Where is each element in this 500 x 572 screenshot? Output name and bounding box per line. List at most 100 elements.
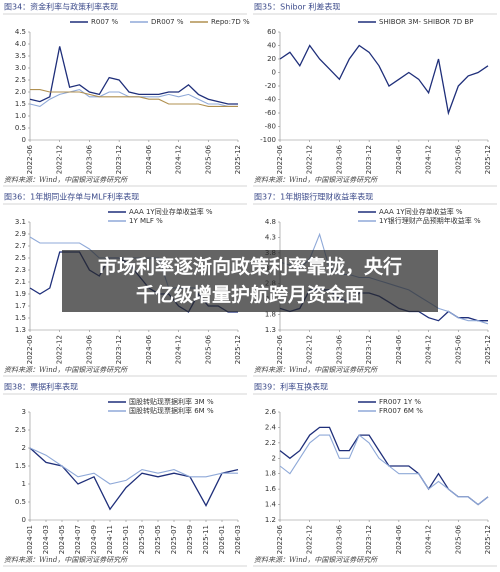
banner: 市场利率逐渐向政策利率靠拢，央行 千亿级增量护航跨月资金面	[62, 250, 438, 312]
y-tick-label: 4.0	[15, 40, 26, 48]
legend-label: Repo:7D %	[211, 18, 250, 26]
banner-line: 千亿级增量护航跨月资金面	[135, 284, 364, 306]
x-tick-label: 2024-06	[395, 334, 403, 364]
x-tick-label: 2024-06	[395, 144, 403, 174]
x-tick-label: 2025-01	[122, 525, 130, 554]
y-tick-label: 4.5	[15, 28, 26, 36]
y-tick-label: -20	[265, 82, 276, 90]
source: 资料来源：Wind，中国银河证券研究所	[4, 366, 128, 374]
y-tick-label: 0	[22, 136, 26, 144]
chart-title: 图38：票据利率表现	[4, 382, 78, 392]
y-tick-label: 2.5	[15, 426, 26, 434]
legend-label: 1Y MLF %	[129, 217, 163, 225]
x-tick-label: 2022-06	[276, 144, 284, 174]
x-tick-label: 2025-12	[234, 335, 242, 364]
x-tick-label: 2022-12	[306, 335, 314, 364]
series-line	[279, 434, 489, 506]
legend-label: R007 %	[91, 18, 118, 26]
x-tick-label: 2025-12	[234, 145, 242, 174]
x-tick-label: 2023-12	[115, 145, 123, 174]
series-line	[29, 46, 238, 105]
x-tick-label: 2023-12	[115, 335, 123, 364]
x-tick-label: 2022-12	[56, 335, 64, 364]
legend-label: DR007 %	[151, 18, 184, 26]
x-tick-label: 2022-12	[306, 145, 314, 174]
banner-line: 市场利率逐渐向政策利率靠拢，央行	[97, 256, 402, 278]
legend-label: 1Y银行理财产品预期年收益率 %	[379, 216, 481, 225]
x-tick-label: 2025-06	[454, 524, 462, 554]
y-tick-label: 1.5	[15, 462, 26, 470]
x-tick-label: 2025-11	[202, 525, 210, 554]
x-tick-label: 2023-06	[85, 334, 93, 364]
x-tick-label: 2026-03	[234, 525, 242, 554]
x-tick-label: 2024-01	[26, 525, 34, 554]
x-tick-label: 2024-06	[145, 144, 153, 174]
x-tick-label: 2024-12	[175, 145, 183, 174]
legend-label: AAA 1Y同业存单收益率 %	[379, 207, 463, 216]
x-tick-label: 2025-12	[484, 335, 492, 364]
x-tick-label: 2025-06	[204, 144, 212, 174]
x-tick-label: 2024-06	[145, 334, 153, 364]
x-tick-label: 2025-07	[170, 525, 178, 554]
x-tick-label: 2023-12	[365, 145, 373, 174]
x-tick-label: 2022-12	[306, 525, 314, 554]
y-tick-label: 1.5	[15, 314, 26, 322]
y-tick-label: -60	[265, 109, 276, 117]
y-tick-label: 2.4	[265, 423, 277, 431]
y-tick-label: 2.1	[15, 278, 26, 286]
legend-label: 国股转贴现票据利率 3M %	[129, 397, 214, 406]
x-tick-label: 2024-12	[425, 145, 433, 174]
x-tick-label: 2024-06	[395, 524, 403, 554]
y-tick-label: 3.1	[15, 218, 26, 226]
y-tick-label: 2.7	[15, 242, 26, 250]
x-tick-label: 2026-01	[218, 525, 226, 554]
y-tick-label: 2.3	[15, 266, 26, 274]
x-tick-label: 2025-12	[484, 145, 492, 174]
y-tick-label: 40	[267, 42, 276, 50]
x-tick-label: 2024-09	[90, 525, 98, 554]
source: 资料来源：Wind，中国银河证券研究所	[254, 556, 378, 564]
y-tick-label: 1.8	[265, 311, 276, 319]
y-tick-label: 2.6	[265, 408, 277, 416]
x-tick-label: 2022-06	[276, 524, 284, 554]
legend-label: 国股转贴现票据利率 6M %	[129, 406, 214, 415]
y-tick-label: 1.9	[15, 290, 26, 298]
x-tick-label: 2023-06	[335, 144, 343, 174]
x-tick-label: 2024-11	[106, 525, 114, 554]
series-line	[29, 447, 239, 511]
y-tick-label: 1.4	[265, 501, 277, 509]
y-tick-label: 60	[267, 28, 276, 36]
x-tick-label: 2022-06	[276, 334, 284, 364]
source: 资料来源：Wind，中国银河证券研究所	[4, 556, 128, 564]
chart-title: 图36：1年期同业存单与MLF利率表现	[4, 192, 139, 202]
x-tick-label: 2023-06	[335, 524, 343, 554]
x-tick-label: 2023-06	[335, 334, 343, 364]
source: 资料来源：Wind，中国银河证券研究所	[254, 176, 378, 184]
y-tick-label: -80	[265, 123, 276, 131]
y-tick-label: 1.6	[265, 485, 277, 493]
x-tick-label: 2023-06	[85, 144, 93, 174]
y-tick-label: 0.5	[15, 498, 26, 506]
y-tick-label: 0.5	[15, 124, 26, 132]
x-tick-label: 2024-03	[42, 525, 50, 554]
x-tick-label: 2024-05	[58, 525, 66, 554]
x-tick-label: 2025-05	[154, 525, 162, 554]
series-line	[29, 447, 238, 485]
y-tick-label: 0	[272, 69, 276, 77]
x-tick-label: 2025-06	[454, 334, 462, 364]
y-tick-label: 1	[22, 480, 26, 488]
y-tick-label: 4.8	[265, 218, 276, 226]
chart-title: 图37：1年期银行理财收益率表现	[254, 192, 373, 202]
chart-title: 图35：Shibor 利差表现	[254, 2, 340, 12]
y-tick-label: 1.0	[15, 112, 26, 120]
source: 资料来源：Wind，中国银河证券研究所	[254, 366, 378, 374]
x-tick-label: 2025-03	[138, 525, 146, 554]
y-tick-label: 2.9	[15, 230, 26, 238]
y-tick-label: 2.2	[265, 439, 276, 447]
legend-label: SHIBOR 3M- SHIBOR 7D BP	[379, 18, 473, 26]
x-tick-label: 2022-06	[26, 144, 34, 174]
series-line	[279, 426, 489, 506]
x-tick-label: 2024-12	[425, 335, 433, 364]
y-tick-label: 2.0	[15, 88, 26, 96]
x-tick-label: 2025-09	[186, 525, 194, 554]
